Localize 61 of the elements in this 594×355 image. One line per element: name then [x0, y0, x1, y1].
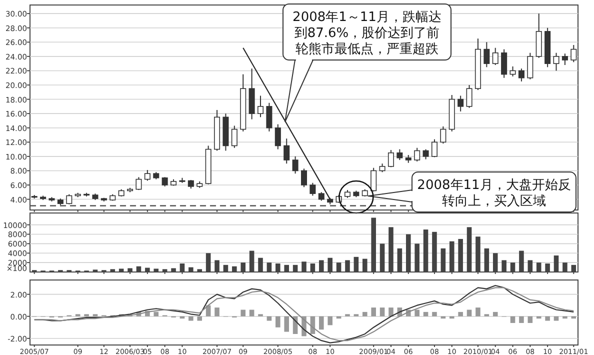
- candlestick: [414, 147, 420, 162]
- bar: [432, 312, 437, 316]
- candlestick: [527, 52, 534, 80]
- bar: [562, 316, 568, 319]
- bar: [458, 312, 463, 316]
- candlestick: [231, 125, 238, 148]
- candlestick: [466, 84, 472, 108]
- bar: [554, 316, 559, 321]
- bar: [276, 316, 280, 328]
- candlestick: [370, 167, 377, 192]
- bar: [510, 316, 516, 323]
- candlestick: [570, 44, 577, 63]
- candlestick: [431, 138, 438, 158]
- bar: [362, 312, 368, 316]
- bar: [528, 316, 533, 323]
- candlestick: [274, 124, 281, 150]
- bar: [492, 312, 498, 316]
- candlestick: [510, 66, 516, 77]
- candlestick: [562, 53, 568, 66]
- bar: [466, 310, 472, 316]
- bar: [328, 316, 332, 326]
- bar: [449, 316, 454, 319]
- bar: [197, 316, 202, 321]
- candlestick: [144, 170, 150, 182]
- bar: [414, 310, 420, 316]
- candlestick: [458, 95, 464, 112]
- bar: [380, 308, 385, 316]
- bar: [319, 316, 324, 330]
- candlestick: [396, 148, 403, 160]
- candlestick: [136, 176, 142, 190]
- bar: [371, 308, 376, 316]
- bar: [476, 308, 480, 316]
- candlestick: [266, 102, 272, 132]
- candlestick: [492, 47, 498, 66]
- bar: [545, 316, 550, 321]
- candlestick: [284, 138, 290, 164]
- candlestick: [310, 182, 316, 196]
- bar: [388, 308, 394, 316]
- candlestick: [501, 48, 508, 78]
- candlestick: [66, 194, 72, 205]
- candlestick: [484, 42, 490, 68]
- candlestick: [440, 126, 446, 144]
- bar: [240, 310, 246, 316]
- bar: [214, 308, 220, 316]
- candlestick: [300, 168, 308, 188]
- candlestick: [258, 95, 264, 118]
- bar: [423, 312, 428, 316]
- bar: [154, 312, 159, 316]
- bar: [519, 316, 524, 323]
- bar: [249, 310, 254, 316]
- candlestick: [292, 156, 298, 174]
- candlestick: [422, 148, 429, 160]
- annotation: 2008年1～11月，跌幅达到87.6%，股价达到了前轮熊市最低点，严重超跌: [292, 10, 442, 57]
- bar: [266, 316, 272, 321]
- candlestick: [388, 150, 394, 168]
- bar: [284, 316, 289, 332]
- annotation: 2008年11月，大盘开始反转向上，买入区域: [417, 178, 571, 209]
- bar: [188, 316, 194, 321]
- candlestick: [518, 68, 524, 82]
- candlestick: [553, 52, 560, 72]
- candlestick: [162, 176, 168, 187]
